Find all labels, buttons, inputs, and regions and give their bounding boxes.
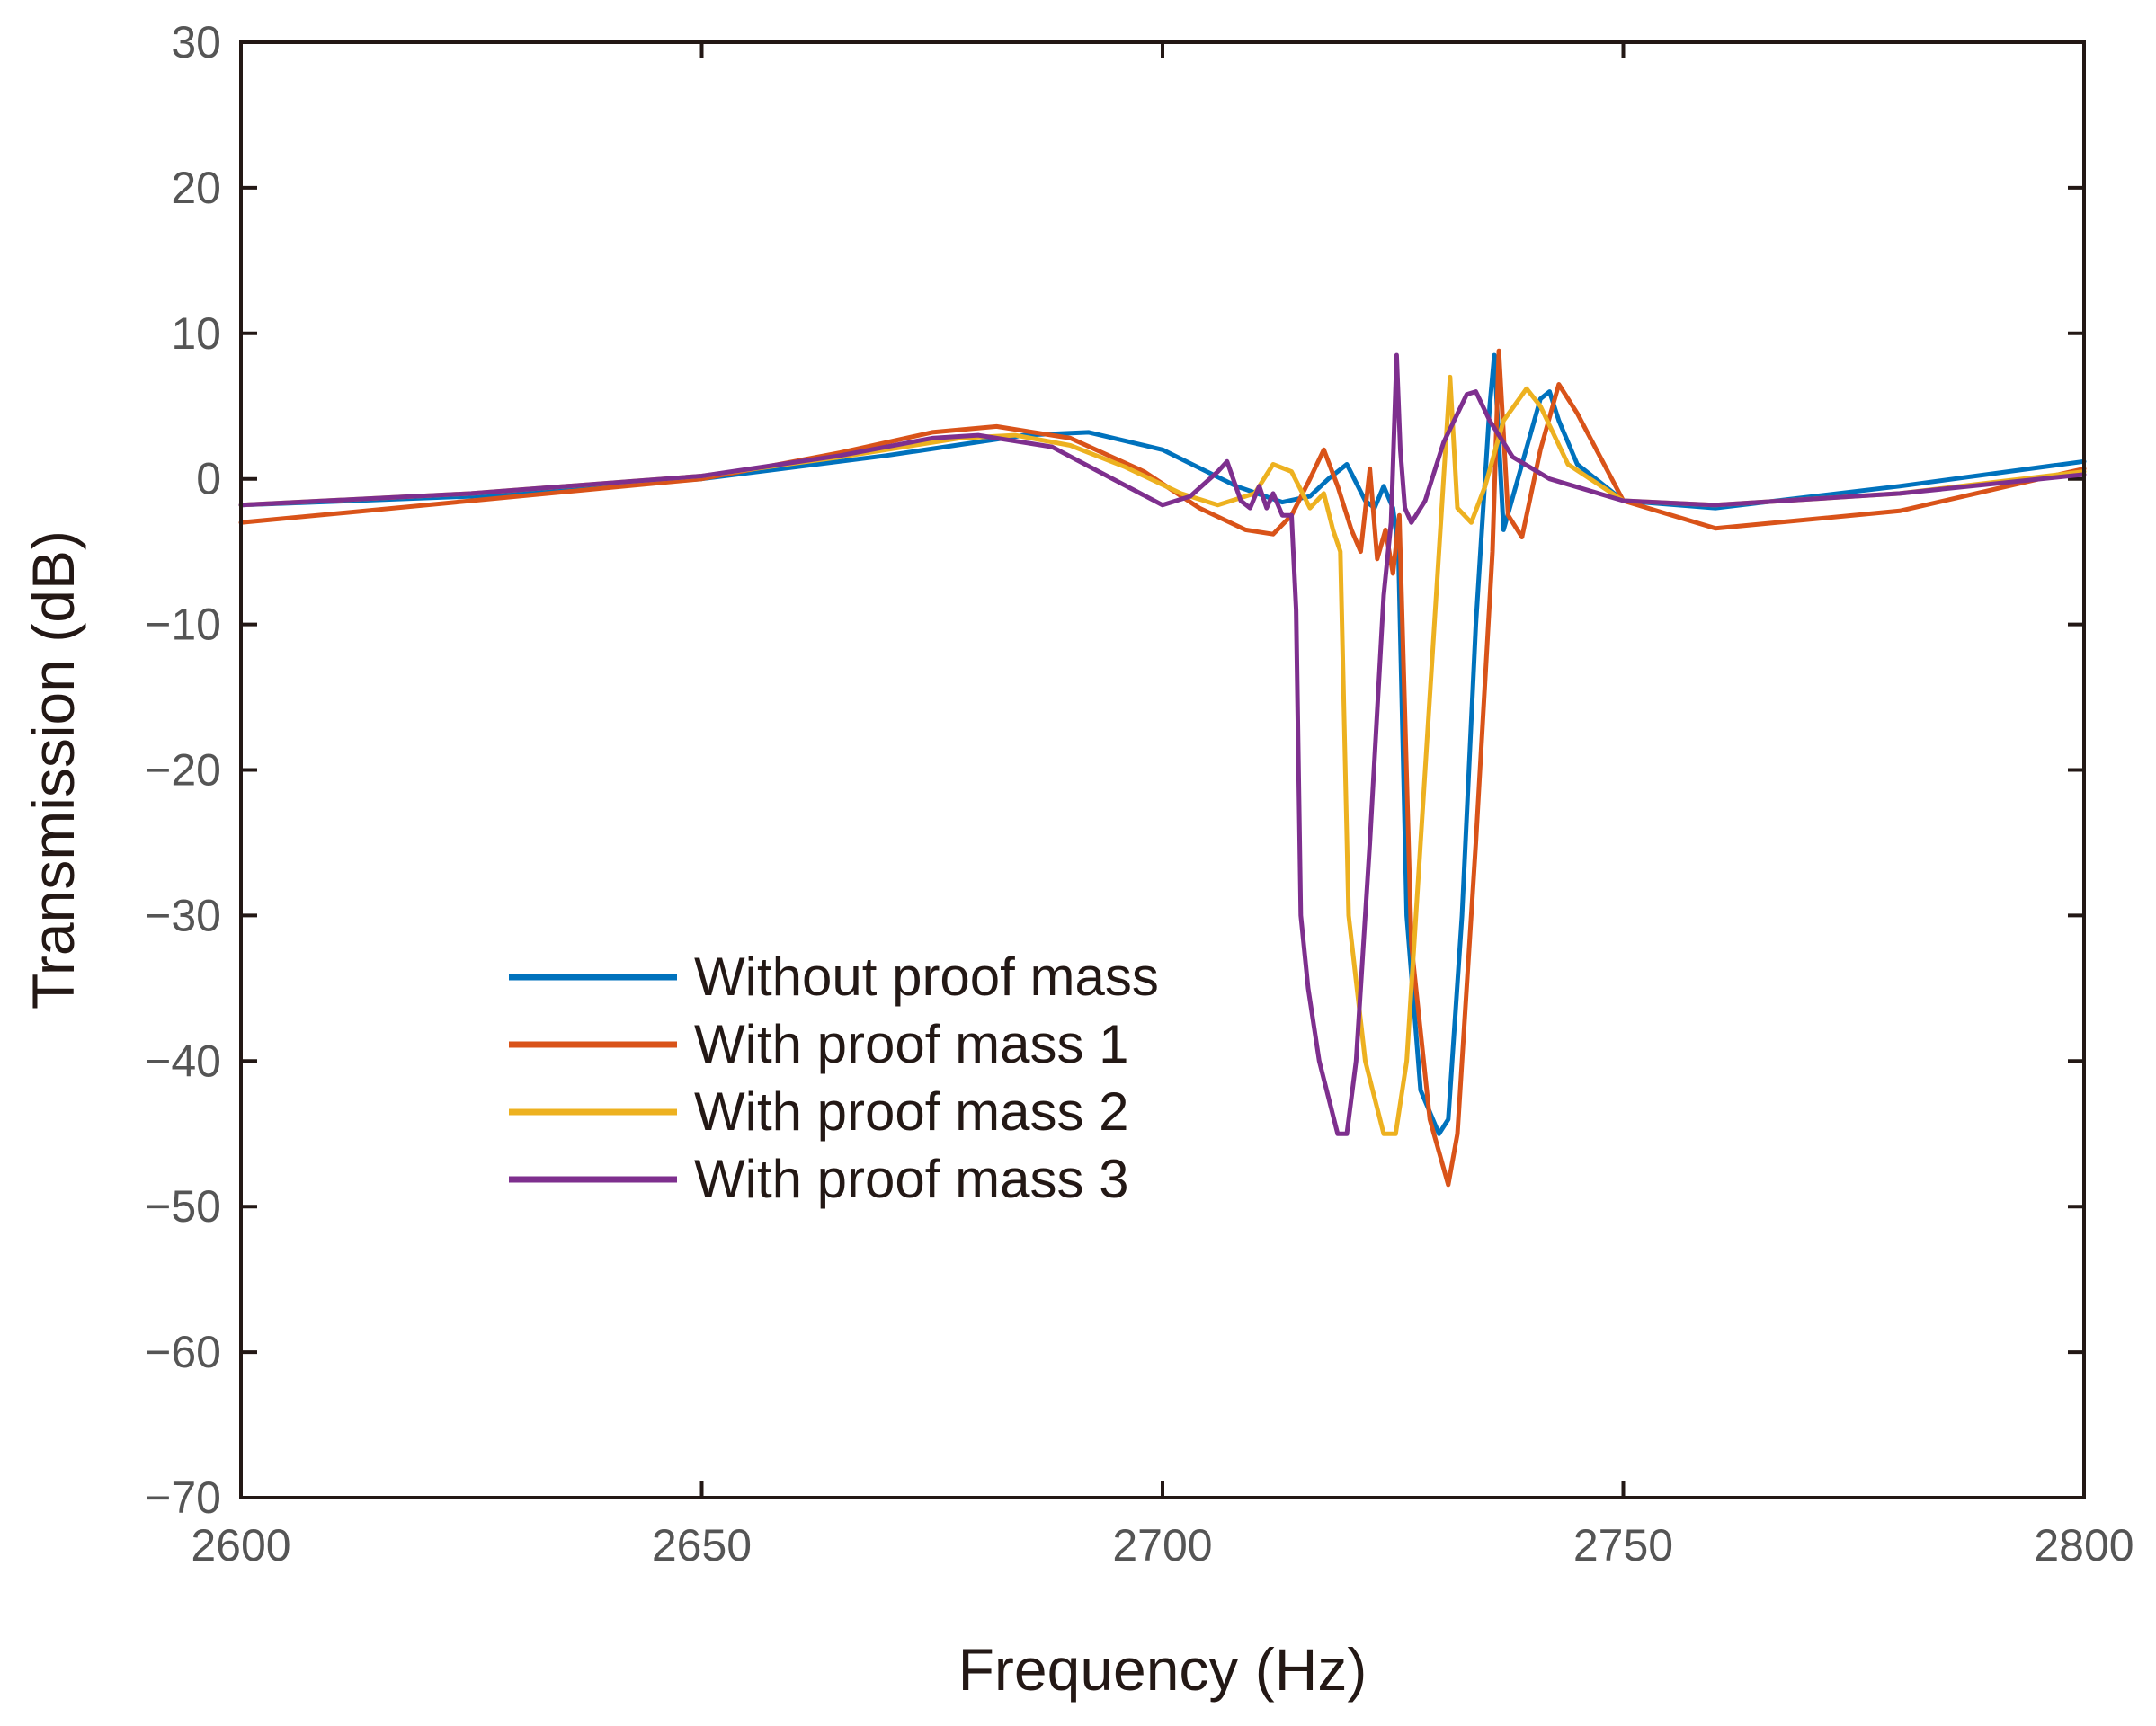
- series-line-2: [238, 348, 2087, 1188]
- y-tick-label: −10: [145, 600, 221, 650]
- x-tick-label: 2600: [191, 1520, 290, 1570]
- legend: Without proof mass With proof mass 1 With …: [509, 947, 1159, 1209]
- x-tick-label: 2650: [652, 1520, 752, 1570]
- legend-label-4: With proof mass 3: [694, 1149, 1129, 1209]
- legend-label-3: With proof mass 2: [694, 1081, 1129, 1142]
- plot-area-frame: [239, 40, 2086, 1499]
- y-axis-title: Transmission (dB): [20, 530, 86, 1010]
- x-tick-label: 2700: [1112, 1520, 1212, 1570]
- series-lines: [238, 348, 2087, 1188]
- legend-label-1: Without proof mass: [694, 947, 1159, 1007]
- x-axis-title: Frequency (Hz): [958, 1636, 1368, 1703]
- x-tick-label: 2800: [2034, 1520, 2134, 1570]
- y-tick-label: −70: [145, 1472, 221, 1523]
- y-tick-label: 10: [171, 308, 221, 359]
- series-line-3: [238, 374, 2087, 1136]
- y-tick-label: −30: [145, 890, 221, 940]
- y-tick-label: −60: [145, 1327, 221, 1377]
- y-tick-label: 0: [196, 454, 221, 504]
- y-tick-label: −50: [145, 1181, 221, 1232]
- y-axis-ticks: 30 20 10 0 −10 −20 −30 −40 −50 −60 −70: [145, 17, 2084, 1523]
- y-tick-label: −40: [145, 1036, 221, 1086]
- y-tick-label: −20: [145, 745, 221, 796]
- series-line-1: [238, 352, 2087, 1136]
- legend-label-2: With proof mass 1: [694, 1014, 1129, 1074]
- x-tick-label: 2750: [1573, 1520, 1673, 1570]
- x-axis-ticks: 2600 2650 2700 2750 2800: [191, 42, 2134, 1570]
- y-tick-label: 30: [171, 17, 221, 67]
- series-line-4: [238, 352, 2087, 1136]
- y-tick-label: 20: [171, 163, 221, 213]
